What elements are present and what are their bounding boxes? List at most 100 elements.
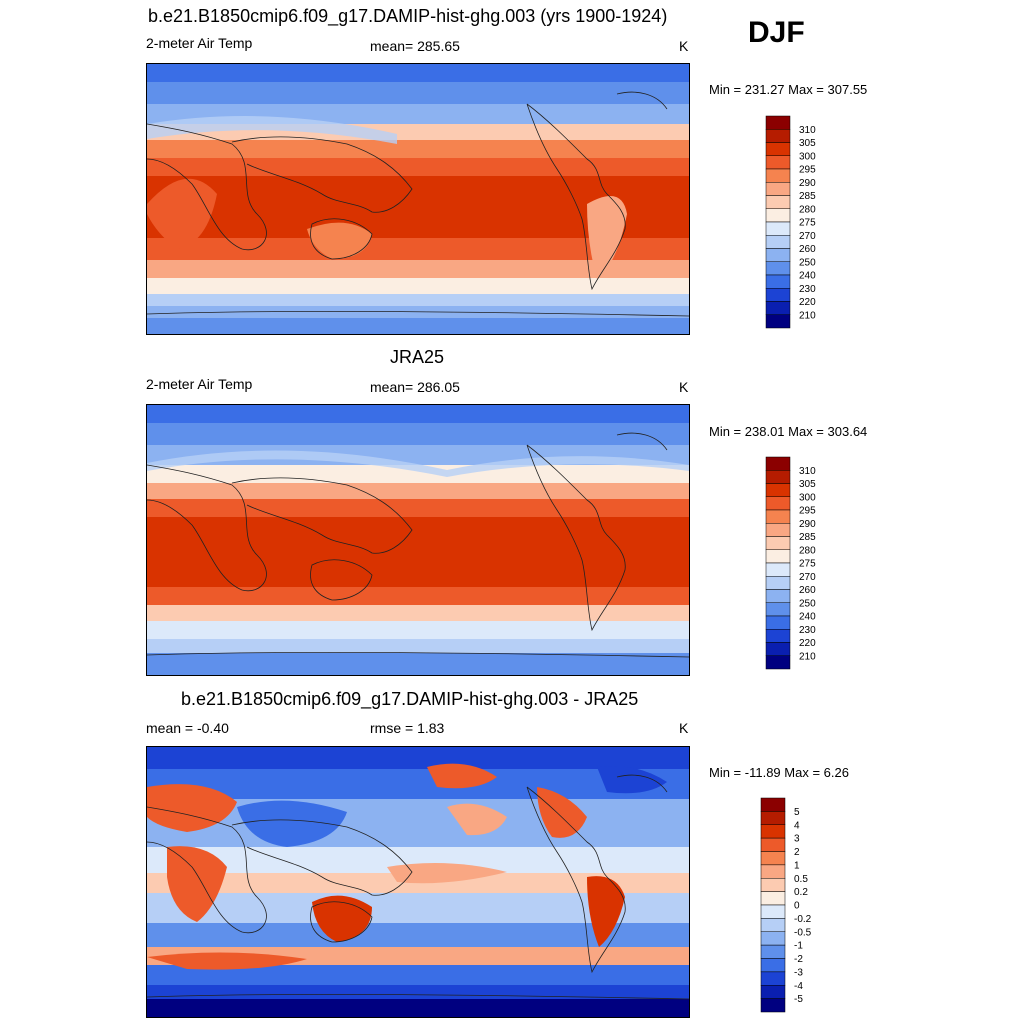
colorbar-label: 250 <box>799 257 816 268</box>
colorbar-label: 210 <box>799 651 816 662</box>
colorbar-swatch <box>765 314 791 329</box>
colorbar-swatch <box>760 837 786 852</box>
colorbar-label: 220 <box>799 638 816 649</box>
colorbar-swatch <box>765 496 791 511</box>
colorbar-label: -0.2 <box>794 914 812 925</box>
panel-1-minmax: Min = 231.27 Max = 307.55 <box>709 82 868 97</box>
colorbar-swatch <box>765 509 791 524</box>
colorbar-label: 270 <box>799 572 816 583</box>
colorbar-swatch <box>765 615 791 630</box>
colorbar-label: 240 <box>799 612 816 623</box>
colorbar-label: 1 <box>794 860 800 871</box>
colorbar-label: 260 <box>799 244 816 255</box>
colorbar-swatch <box>765 470 791 484</box>
colorbar-label: 220 <box>799 297 816 308</box>
colorbar-label: -5 <box>794 994 803 1005</box>
colorbar-label: 210 <box>799 310 816 321</box>
colorbar-swatch <box>760 918 786 933</box>
colorbar-label: 0 <box>794 901 800 912</box>
colorbar-label: 5 <box>794 807 800 818</box>
colorbar-swatch <box>760 811 786 826</box>
colorbar-label: 285 <box>799 191 816 202</box>
panel-2-variable: 2-meter Air Temp <box>146 376 253 392</box>
colorbar-label: 2 <box>794 847 800 858</box>
colorbar-swatch <box>765 642 791 656</box>
colorbar-label: 230 <box>799 625 816 636</box>
colorbar-swatch <box>765 274 791 289</box>
colorbar-swatches: 310 305 300 295 290 285 280 275 270 260 250 240 230 2… <box>765 456 816 670</box>
panel-2-colorbar: 310 305 300 295 290 285 280 275 270 260 250 240 230 2… <box>765 456 846 670</box>
colorbar-swatch <box>765 208 791 223</box>
panel-1-mean: mean= 285.65 <box>370 38 460 54</box>
colorbar-swatch <box>765 629 791 643</box>
colorbar-label: 275 <box>799 559 816 570</box>
colorbar-label: 310 <box>799 125 816 136</box>
colorbar-swatch <box>765 456 791 471</box>
colorbar-swatch <box>760 985 786 999</box>
panel-3-mean: mean = -0.40 <box>146 720 229 736</box>
colorbar-label: -4 <box>794 981 803 992</box>
panel-2-title: JRA25 <box>390 347 445 367</box>
colorbar-label: 305 <box>799 479 816 490</box>
colorbar-label: -0.5 <box>794 927 812 938</box>
panel-2-mean: mean= 286.05 <box>370 379 460 395</box>
panel-1-title: b.e21.B1850cmip6.f09_g17.DAMIP-hist-ghg.… <box>148 6 668 26</box>
season-label: DJF <box>748 16 805 49</box>
panel-1-colorbar: 310 305 300 295 290 285 280 275 270 260 250 240 230 2… <box>765 115 846 329</box>
colorbar-label: 300 <box>799 492 816 503</box>
colorbar-label: 0.2 <box>794 887 808 898</box>
colorbar-swatch <box>765 221 791 236</box>
colorbar-swatch <box>765 129 791 143</box>
panel-3-map <box>146 746 690 1018</box>
colorbar-label: 305 <box>799 138 816 149</box>
colorbar-label: 250 <box>799 598 816 609</box>
colorbar-swatch <box>760 824 786 839</box>
colorbar-swatch <box>765 195 791 209</box>
colorbar-swatches: 5 4 3 2 1 0.5 0.2 0 -0.2 -0.5 -1 -2 -3 -4 -5 <box>760 797 812 1013</box>
colorbar-swatch <box>760 944 786 959</box>
colorbar-swatch <box>765 142 791 156</box>
colorbar-label: 310 <box>799 466 816 477</box>
colorbar-swatch <box>765 235 791 249</box>
colorbar-label: -2 <box>794 954 803 965</box>
colorbar-label: 280 <box>799 545 816 556</box>
colorbar-label: 275 <box>799 218 816 229</box>
colorbar-swatches: 310 305 300 295 290 285 280 275 270 260 250 240 230 2… <box>765 115 816 329</box>
colorbar-swatch <box>765 562 791 577</box>
panel-2-unit: K <box>679 379 689 395</box>
colorbar-label: 280 <box>799 204 816 215</box>
panel-3-colorbar: 5 4 3 2 1 0.5 0.2 0 -0.2 -0.5 -1 -2 -3 -4 -5 <box>760 797 841 1013</box>
colorbar-label: 4 <box>794 820 800 831</box>
panel-1-variable: 2-meter Air Temp <box>146 35 253 51</box>
colorbar-swatch <box>760 971 786 986</box>
colorbar-swatch <box>765 655 791 670</box>
colorbar-label: 0.5 <box>794 874 808 885</box>
colorbar-swatch <box>765 589 791 603</box>
panel-1-map <box>146 63 690 335</box>
panel-3-rmse: rmse = 1.83 <box>370 720 445 736</box>
colorbar-label: 300 <box>799 151 816 162</box>
colorbar-swatch <box>765 288 791 302</box>
colorbar-swatch <box>760 904 786 919</box>
colorbar-label: 240 <box>799 271 816 282</box>
colorbar-label: -3 <box>794 967 803 978</box>
colorbar-swatch <box>760 851 786 866</box>
panel-2-minmax: Min = 238.01 Max = 303.64 <box>709 424 868 439</box>
colorbar-swatch <box>765 576 791 590</box>
colorbar-label: 295 <box>799 506 816 517</box>
panel-3-unit: K <box>679 720 689 736</box>
panel-2-map <box>146 404 690 676</box>
colorbar-label: -1 <box>794 941 803 952</box>
colorbar-swatch <box>765 182 791 196</box>
colorbar-swatch <box>765 115 791 130</box>
colorbar-label: 295 <box>799 165 816 176</box>
colorbar-swatch <box>760 878 786 892</box>
colorbar-label: 260 <box>799 585 816 596</box>
panel-1-unit: K <box>679 38 689 54</box>
colorbar-swatch <box>765 602 791 617</box>
colorbar-swatch <box>765 536 791 550</box>
colorbar-swatch <box>765 549 791 564</box>
difference-map <box>147 747 689 1017</box>
colorbar-swatch <box>765 523 791 537</box>
panel-3-title: b.e21.B1850cmip6.f09_g17.DAMIP-hist-ghg.… <box>181 689 639 709</box>
